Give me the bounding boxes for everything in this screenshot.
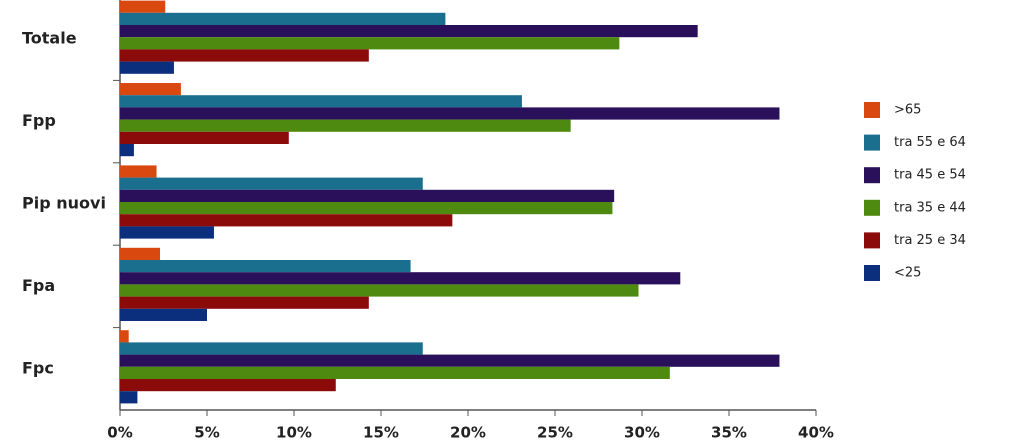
bar [120, 272, 681, 285]
bar [120, 165, 157, 178]
x-tick-label: 10% [276, 424, 312, 442]
x-tick-label: 30% [624, 424, 660, 442]
x-tick-label: 25% [537, 424, 573, 442]
legend-label: <25 [894, 266, 921, 281]
legend-label: >65 [894, 103, 921, 118]
bar [120, 284, 639, 297]
bar [120, 189, 615, 202]
y-tick-label: Pip nuovi [22, 194, 106, 213]
legend-swatch [864, 232, 880, 249]
x-tick-label: 15% [363, 424, 399, 442]
x-tick-label: 40% [798, 424, 834, 442]
legend-swatch [864, 102, 880, 118]
bar [120, 0, 166, 13]
y-tick-label: Fpa [22, 276, 55, 295]
bar [120, 119, 571, 132]
bar [120, 61, 174, 74]
y-tick-label: Totale [22, 29, 77, 48]
bar [120, 25, 698, 38]
bar [120, 296, 369, 309]
bar [120, 247, 161, 260]
bar [120, 37, 620, 50]
bar [120, 49, 369, 62]
bar [120, 144, 134, 157]
bar [120, 391, 138, 404]
bar [120, 308, 207, 321]
bar [120, 226, 214, 239]
x-tick-label: 20% [450, 424, 486, 442]
legend-swatch [864, 265, 880, 281]
bar [120, 131, 289, 144]
bar [120, 107, 780, 120]
legend-label: tra 55 e 64 [894, 135, 966, 150]
bar [120, 342, 423, 355]
bar [120, 366, 670, 379]
y-tick-label: Fpp [22, 111, 56, 130]
bar [120, 330, 129, 343]
legend-swatch [864, 134, 880, 151]
bar [120, 214, 453, 227]
legend-swatch [864, 167, 880, 184]
bar [120, 202, 613, 215]
legend-label: tra 25 e 34 [894, 233, 966, 248]
legend-label: tra 35 e 44 [894, 200, 966, 215]
bar [120, 177, 423, 190]
legend-swatch [864, 199, 880, 216]
bar [120, 354, 780, 367]
bar [120, 379, 336, 392]
bar [120, 260, 411, 273]
bar [120, 12, 446, 25]
x-tick-label: 35% [711, 424, 747, 442]
legend-label: tra 45 e 54 [894, 168, 966, 183]
x-tick-label: 0% [107, 424, 132, 442]
y-tick-label: Fpc [22, 358, 54, 377]
x-tick-label: 5% [194, 424, 219, 442]
bar [120, 95, 522, 108]
bar [120, 83, 181, 96]
